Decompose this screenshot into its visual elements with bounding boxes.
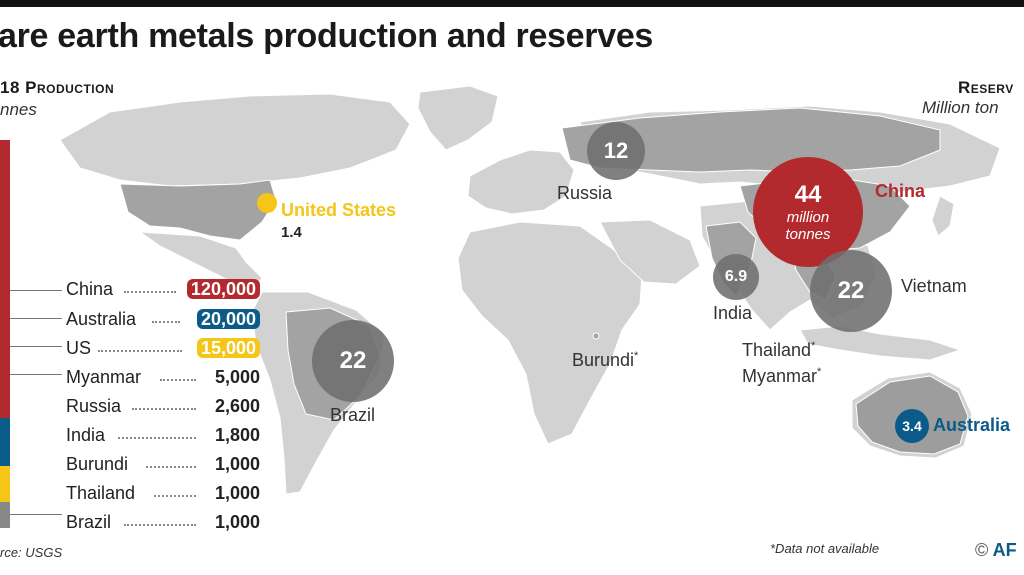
rank-country: Russia xyxy=(66,396,122,416)
bubble-value: 12 xyxy=(603,138,629,163)
credit-logo: © AF xyxy=(975,540,1017,561)
rank-value: 5,000 xyxy=(214,367,260,387)
leader-dots xyxy=(132,408,196,410)
middle-east-shape xyxy=(599,219,701,285)
reserve-bubble-us xyxy=(257,193,277,213)
reserves-unit: Million ton xyxy=(922,98,999,117)
rank-country: India xyxy=(66,425,106,445)
bubble-value: 22 xyxy=(837,277,865,304)
country-name: Myanmar xyxy=(742,366,818,386)
rank-country: Thailand xyxy=(66,483,136,503)
rank-value: 1,000 xyxy=(214,483,260,503)
rank-value: 1,000 xyxy=(214,454,260,474)
label-australia: Australia xyxy=(933,415,1011,435)
usa-shape xyxy=(119,179,277,241)
no-data-mark: * xyxy=(811,340,816,352)
leader-dots xyxy=(124,291,176,293)
label-china: China xyxy=(875,181,926,201)
reserve-bubble-china: 44 million tonnes xyxy=(753,157,863,267)
reserve-bubble-vietnam: 22 xyxy=(810,250,892,332)
production-title: 18 Production xyxy=(0,78,115,97)
connector-line xyxy=(10,346,62,347)
reserve-bubble-india: 6.9 xyxy=(713,254,759,300)
north-america-north-shape xyxy=(59,93,411,187)
credit-text: AF xyxy=(992,540,1017,560)
reserves-title: Reserv xyxy=(958,78,1014,97)
rank-country: China xyxy=(66,279,114,299)
reserve-bubble-australia: 3.4 xyxy=(895,409,929,443)
value-pill: 120,000 xyxy=(186,279,260,299)
value-united-states: 1.4 xyxy=(281,224,302,241)
rank-value: 120,000 xyxy=(176,279,260,300)
footnote: *Data not available xyxy=(770,541,880,556)
africa-shape xyxy=(457,221,643,445)
greenland-shape xyxy=(417,85,499,151)
value-pill: 20,000 xyxy=(196,309,260,329)
connector-line xyxy=(10,318,62,319)
bubble-value: 44 xyxy=(794,181,822,208)
label-russia: Russia xyxy=(557,183,613,203)
rank-country: Burundi xyxy=(66,454,129,474)
value-pill: 15,000 xyxy=(196,338,260,358)
connector-line xyxy=(10,514,62,515)
rank-value: 2,600 xyxy=(214,396,260,416)
rank-value: 20,000 xyxy=(176,309,260,330)
japan-shape xyxy=(931,195,955,237)
label-thailand: Thailand* xyxy=(742,340,815,361)
no-data-mark: * xyxy=(634,350,639,362)
source-note: rce: USGS xyxy=(0,545,63,560)
leader-dots xyxy=(152,321,180,323)
connector-line xyxy=(10,290,62,291)
chart-title: are earth metals production and reserves xyxy=(0,17,654,55)
burundi-spot xyxy=(592,332,600,340)
country-name: Thailand xyxy=(742,340,812,360)
production-unit: nnes xyxy=(0,100,37,119)
rank-value: 1,800 xyxy=(214,425,260,445)
production-bar-others xyxy=(0,502,10,528)
rank-country: Brazil xyxy=(66,512,112,532)
top-rule xyxy=(0,0,1024,7)
bubble-unit-line2: tonnes xyxy=(785,226,831,243)
leader-dots xyxy=(124,524,196,526)
label-vietnam: Vietnam xyxy=(901,276,967,296)
rank-country: US xyxy=(66,338,92,358)
bubble-value: 3.4 xyxy=(902,418,922,434)
production-bar-us xyxy=(0,466,10,502)
reserve-bubble-russia: 12 xyxy=(587,122,645,180)
label-united-states: United States xyxy=(281,200,397,220)
leader-dots xyxy=(118,437,196,439)
rank-country: Myanmar xyxy=(66,367,142,387)
leader-dots xyxy=(98,350,182,352)
bubble-unit-line1: million xyxy=(786,209,830,226)
label-myanmar: Myanmar* xyxy=(742,366,821,387)
label-burundi: Burundi* xyxy=(572,350,638,371)
rank-country: Australia xyxy=(66,309,137,329)
leader-dots xyxy=(154,495,196,497)
europe-shape xyxy=(467,149,575,215)
bubble-value: 22 xyxy=(339,347,367,374)
label-brazil: Brazil xyxy=(330,405,376,425)
rank-value: 1,000 xyxy=(214,512,260,532)
leader-dots xyxy=(160,379,196,381)
label-india: India xyxy=(713,303,753,323)
bubble-value: 6.9 xyxy=(724,268,748,285)
indonesia-shape xyxy=(799,325,962,361)
rank-value: 15,000 xyxy=(176,338,260,359)
copyright-symbol: © xyxy=(975,540,989,560)
country-name: Burundi xyxy=(572,350,635,370)
reserve-bubble-brazil: 22 xyxy=(312,320,394,402)
connector-line xyxy=(10,374,62,375)
leader-dots xyxy=(146,466,196,468)
production-bar-australia xyxy=(0,418,10,466)
production-bar-china xyxy=(0,140,10,418)
no-data-mark: * xyxy=(817,366,822,378)
